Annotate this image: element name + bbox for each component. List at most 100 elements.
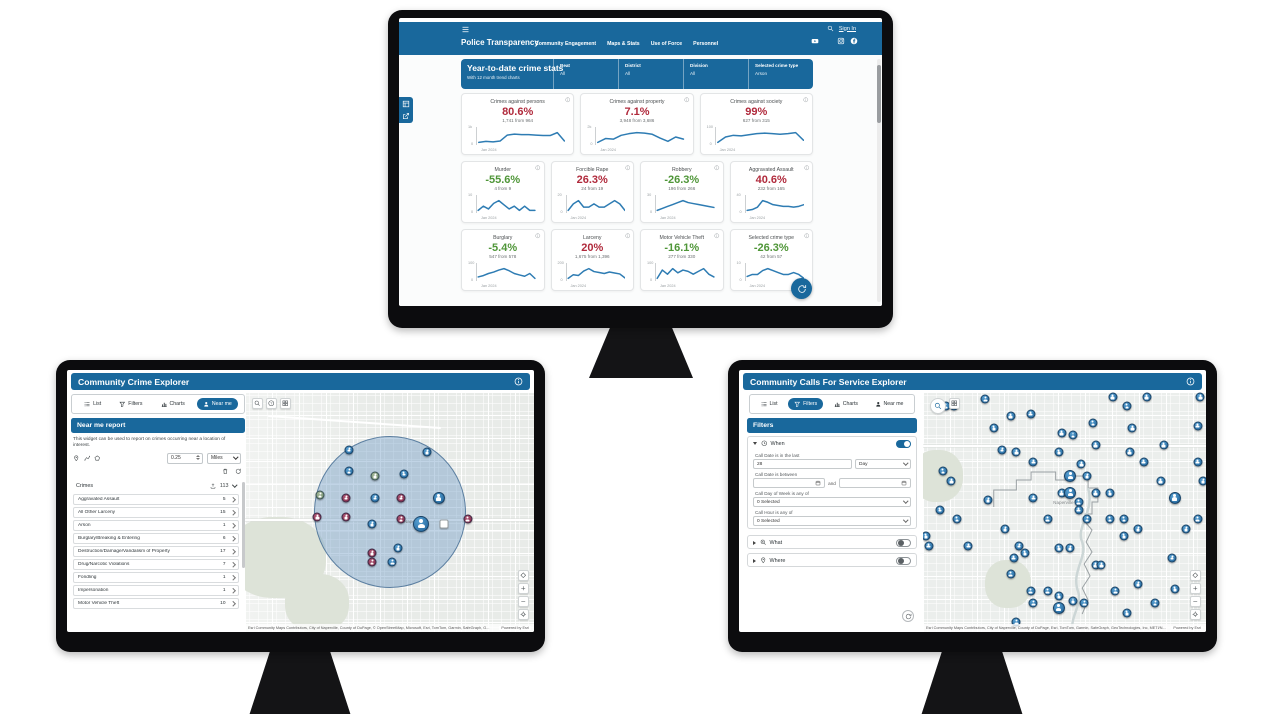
export-panel-icon[interactable]: [402, 112, 410, 120]
crime-marker[interactable]: [367, 548, 377, 558]
header-filter-selected-crime-type[interactable]: Selected crime type Arson: [748, 59, 813, 89]
call-marker[interactable]: [980, 394, 990, 404]
scroll-action-button[interactable]: [791, 278, 812, 299]
plus-button[interactable]: [518, 583, 529, 594]
crime-marker[interactable]: [341, 512, 351, 522]
crime-marker[interactable]: [312, 512, 322, 522]
call-marker[interactable]: [1009, 553, 1019, 563]
date-start-input[interactable]: [753, 478, 826, 488]
call-marker[interactable]: [983, 495, 993, 505]
info-icon[interactable]: [714, 165, 720, 171]
crime-list-header[interactable]: Crimes 113: [73, 480, 239, 492]
call-marker[interactable]: [1168, 491, 1181, 504]
call-marker[interactable]: [1122, 401, 1132, 411]
stepper-arrows[interactable]: [196, 455, 200, 460]
call-marker[interactable]: [1150, 598, 1160, 608]
export-icon[interactable]: [210, 483, 216, 489]
crime-marker[interactable]: [439, 519, 449, 529]
crime-row-destruction-damage-vandalism-of-property[interactable]: Destruction/Damage/Vandalism of Property…: [73, 546, 239, 557]
call-marker[interactable]: [1193, 421, 1202, 431]
minus-button[interactable]: [518, 596, 529, 607]
nav-link-use-of-force[interactable]: Use of Force: [650, 41, 683, 47]
basemap-button[interactable]: [280, 398, 291, 409]
tab-near-me[interactable]: Near me: [869, 398, 910, 410]
call-marker[interactable]: [1119, 514, 1129, 524]
call-marker[interactable]: [1026, 586, 1036, 596]
call-marker[interactable]: [1028, 493, 1038, 503]
call-marker[interactable]: [1108, 392, 1118, 402]
pin-icon[interactable]: [73, 455, 80, 462]
info-icon[interactable]: [1186, 377, 1195, 386]
map-calls[interactable]: Naperville Esri Community Maps Contribut…: [923, 392, 1206, 632]
crime-marker[interactable]: [344, 445, 354, 455]
crime-marker[interactable]: [463, 514, 473, 524]
date-unit-select[interactable]: Day: [855, 459, 911, 469]
call-marker[interactable]: [1156, 476, 1166, 486]
tab-filters[interactable]: Filters: [113, 398, 148, 410]
info-icon[interactable]: [624, 233, 631, 239]
crime-marker[interactable]: [315, 490, 325, 500]
call-marker[interactable]: [1142, 392, 1152, 402]
refresh-icon[interactable]: [235, 468, 242, 475]
call-marker[interactable]: [1014, 541, 1024, 551]
call-marker[interactable]: [1043, 586, 1053, 596]
call-marker[interactable]: [1043, 514, 1053, 524]
polygon-icon[interactable]: [94, 455, 101, 462]
crime-marker[interactable]: [432, 491, 445, 504]
call-marker[interactable]: [1170, 584, 1180, 594]
call-marker[interactable]: [1011, 447, 1021, 457]
call-marker[interactable]: [1064, 470, 1077, 482]
call-marker[interactable]: [1139, 457, 1149, 467]
crime-row-arson[interactable]: Arson 1: [73, 520, 239, 531]
tab-charts[interactable]: Charts: [155, 398, 191, 410]
call-marker[interactable]: [1082, 471, 1092, 481]
call-marker[interactable]: [1088, 418, 1098, 428]
filter-section-where[interactable]: Where: [747, 553, 917, 567]
call-marker[interactable]: [1064, 486, 1077, 499]
call-marker[interactable]: [1082, 514, 1092, 524]
header-filter-district[interactable]: District All: [618, 59, 683, 89]
filter-section-what[interactable]: What: [747, 535, 917, 549]
youtube-icon[interactable]: [811, 37, 819, 45]
nav-link-community-engagement[interactable]: Community Engagement: [535, 41, 597, 47]
info-icon[interactable]: [565, 97, 571, 103]
tab-near-me[interactable]: Near me: [196, 398, 238, 410]
distance-unit-select[interactable]: Miles: [207, 452, 241, 464]
search-button[interactable]: [252, 398, 263, 409]
crime-marker[interactable]: [399, 469, 409, 479]
crime-marker[interactable]: [393, 543, 403, 553]
call-marker[interactable]: [1133, 579, 1143, 589]
call-marker[interactable]: [1020, 548, 1030, 558]
call-marker[interactable]: [1000, 524, 1010, 534]
facebook-icon[interactable]: [850, 37, 858, 45]
trash-icon[interactable]: [222, 468, 229, 475]
crime-row-all-other-larceny[interactable]: All Other Larceny 15: [73, 507, 239, 518]
call-marker[interactable]: [1068, 596, 1078, 606]
plus-button[interactable]: [1190, 583, 1201, 594]
crime-marker[interactable]: [370, 493, 380, 503]
when-toggle[interactable]: [896, 439, 911, 448]
crime-row-motor-vehicle-theft[interactable]: Motor Vehicle Theft 10: [73, 598, 239, 609]
header-filter-beat[interactable]: Beat All: [553, 59, 618, 89]
widget-panel-icon[interactable]: [402, 100, 410, 108]
info-icon[interactable]: [514, 377, 523, 386]
info-icon[interactable]: [624, 165, 631, 171]
crime-marker[interactable]: [367, 519, 377, 529]
info-icon[interactable]: [714, 233, 720, 239]
call-marker[interactable]: [1052, 602, 1065, 614]
call-marker[interactable]: [1193, 457, 1202, 467]
call-marker[interactable]: [924, 541, 934, 551]
compass-button[interactable]: [1190, 570, 1201, 581]
map-search-button[interactable]: [930, 398, 946, 414]
compass-button[interactable]: [518, 570, 529, 581]
call-marker[interactable]: [1105, 488, 1115, 498]
tab-list[interactable]: List: [755, 398, 784, 410]
call-marker[interactable]: [1054, 591, 1064, 601]
export-icon[interactable]: [210, 468, 217, 475]
call-marker[interactable]: [1110, 586, 1120, 596]
day-of-week-select[interactable]: 0 Selected: [753, 497, 911, 507]
site-brand[interactable]: Police Transparency: [461, 38, 539, 47]
crime-row-fondling[interactable]: Fondling 1: [73, 572, 239, 583]
tab-list[interactable]: List: [78, 398, 107, 410]
crime-row-aggravated-assault[interactable]: Aggravated Assault 5: [73, 494, 239, 505]
